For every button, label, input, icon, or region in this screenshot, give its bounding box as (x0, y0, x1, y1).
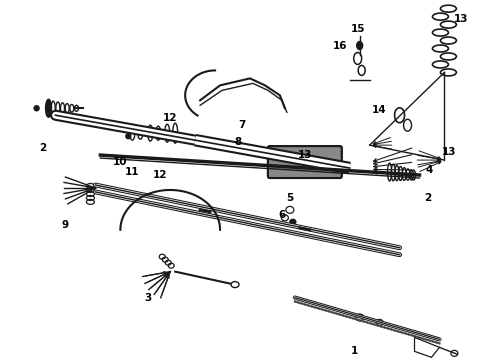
Ellipse shape (357, 41, 363, 50)
Text: 3: 3 (145, 293, 152, 302)
Text: 12: 12 (153, 170, 168, 180)
Text: 13: 13 (454, 14, 468, 24)
Text: 16: 16 (333, 41, 347, 50)
Text: 10: 10 (113, 157, 127, 167)
Text: 1: 1 (351, 346, 358, 356)
Text: 5: 5 (286, 193, 294, 203)
Text: 7: 7 (238, 120, 245, 130)
Ellipse shape (126, 134, 131, 139)
Ellipse shape (290, 219, 296, 224)
FancyBboxPatch shape (268, 146, 342, 178)
Text: 6: 6 (278, 210, 286, 220)
Text: 14: 14 (372, 105, 387, 115)
FancyBboxPatch shape (268, 146, 342, 178)
Text: 4: 4 (426, 165, 433, 175)
Text: 2: 2 (39, 143, 46, 153)
Text: 2: 2 (424, 193, 431, 203)
Text: 13: 13 (442, 147, 457, 157)
Text: 13: 13 (297, 150, 312, 160)
Text: 8: 8 (234, 137, 242, 147)
Text: 15: 15 (350, 24, 365, 33)
Text: 12: 12 (163, 113, 177, 123)
Ellipse shape (46, 99, 51, 117)
Ellipse shape (34, 106, 39, 111)
Text: 9: 9 (62, 220, 69, 230)
Text: 11: 11 (125, 167, 140, 177)
